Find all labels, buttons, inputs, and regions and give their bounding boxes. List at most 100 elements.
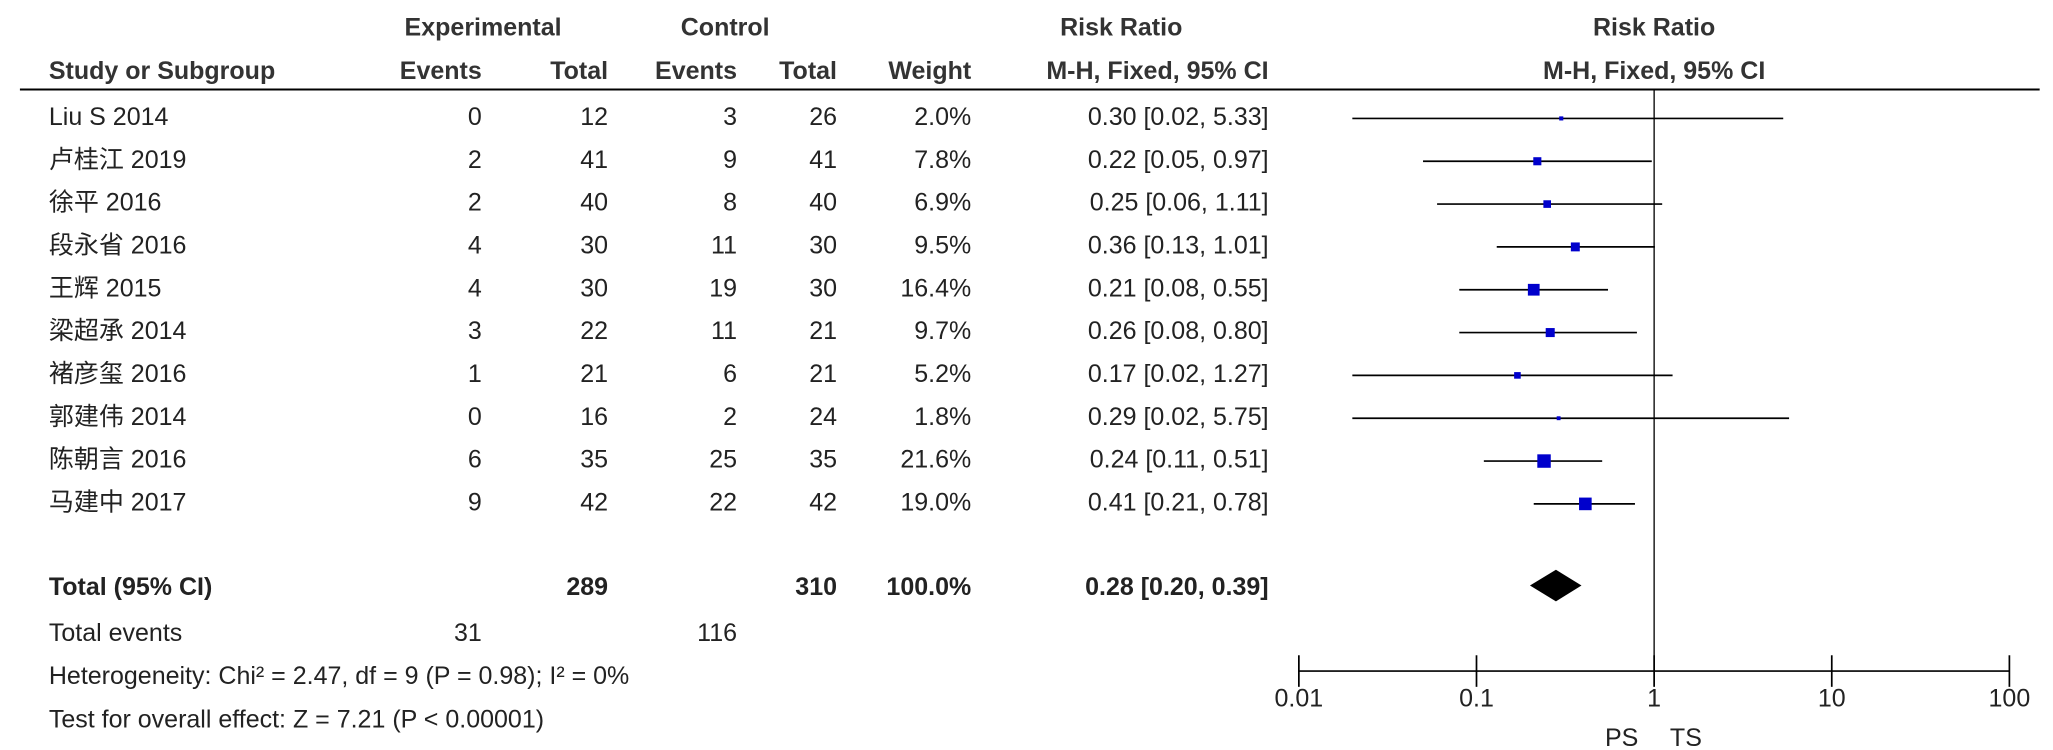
header: M-H, Fixed, 95% CI	[1543, 57, 1765, 85]
study-name: 马建中 2017	[49, 488, 187, 516]
cell: 21	[809, 317, 837, 345]
cell: 30	[580, 274, 608, 302]
study-name: 卢桂江 2019	[49, 146, 187, 174]
header: Total	[550, 57, 608, 85]
x-tick-label: 0.1	[1459, 685, 1494, 713]
cell: 9	[468, 488, 482, 516]
x-tick-label: 10	[1818, 685, 1846, 713]
cell: 6	[468, 446, 482, 474]
cell: 289	[566, 573, 608, 601]
ci: 0.26 [0.08, 0.80]	[1088, 317, 1269, 345]
cell: 9	[723, 146, 737, 174]
ci: 0.25 [0.06, 1.11]	[1090, 189, 1269, 217]
header: Risk Ratio	[1593, 14, 1715, 42]
weight: 1.8%	[914, 403, 971, 431]
x-tick-label: 1	[1647, 685, 1661, 713]
cell: 4	[468, 232, 482, 260]
ci: 0.24 [0.11, 0.51]	[1090, 446, 1269, 474]
study-name: 陈朝言 2016	[49, 446, 187, 474]
cell: 41	[580, 146, 608, 174]
cell: 12	[580, 103, 608, 131]
ci: 0.28 [0.20, 0.39]	[1085, 573, 1268, 601]
total-name: Total (95% CI)	[49, 573, 212, 601]
weight: 9.7%	[914, 317, 971, 345]
cell: 3	[468, 317, 482, 345]
study-square	[1579, 497, 1592, 511]
weight: 100.0%	[886, 573, 971, 601]
cell: 21	[580, 360, 608, 388]
total-events-label: Total events	[49, 619, 182, 647]
ci: 0.22 [0.05, 0.97]	[1088, 146, 1269, 174]
x-tick-label: 100	[1989, 685, 2031, 713]
ci: 0.41 [0.21, 0.78]	[1088, 488, 1269, 516]
header: Control	[681, 14, 770, 42]
weight: 6.9%	[914, 189, 971, 217]
study-name: 段永省 2016	[49, 232, 187, 260]
total-events: 116	[697, 619, 737, 647]
study-square	[1543, 200, 1551, 208]
weight: 19.0%	[900, 488, 971, 516]
weight: 16.4%	[900, 274, 971, 302]
cell: 1	[468, 360, 482, 388]
cell: 0	[468, 103, 482, 131]
heterogeneity: Heterogeneity: Chi² = 2.47, df = 9 (P = …	[49, 662, 629, 690]
study-name: 徐平 2016	[49, 189, 162, 217]
header: Risk Ratio	[1060, 14, 1182, 42]
cell: 41	[809, 146, 837, 174]
cell: 11	[711, 317, 737, 345]
cell: 8	[723, 189, 737, 217]
cell: 4	[468, 274, 482, 302]
cell: 22	[709, 488, 737, 516]
ci: 0.29 [0.02, 5.75]	[1088, 403, 1269, 431]
ci: 0.30 [0.02, 5.33]	[1088, 103, 1269, 131]
cell: 25	[709, 446, 737, 474]
study-square	[1527, 283, 1540, 296]
header: Total	[779, 57, 837, 85]
header: Experimental	[405, 14, 562, 42]
cell: 11	[711, 232, 737, 260]
header: Events	[400, 57, 482, 85]
total-diamond	[1529, 569, 1582, 602]
cell: 30	[580, 232, 608, 260]
study-name: 郭建伟 2014	[49, 403, 187, 431]
cell: 310	[795, 573, 837, 601]
cell: 40	[809, 189, 837, 217]
cell: 42	[809, 488, 837, 516]
cell: 35	[809, 446, 837, 474]
study-square	[1533, 157, 1542, 166]
ci: 0.36 [0.13, 1.01]	[1088, 232, 1269, 260]
cell: 2	[468, 146, 482, 174]
overall-effect: Test for overall effect: Z = 7.21 (P < 0…	[49, 706, 544, 734]
cell: 35	[580, 446, 608, 474]
study-square	[1556, 416, 1561, 421]
study-square	[1545, 328, 1555, 338]
header: Weight	[888, 57, 972, 85]
weight: 21.6%	[900, 446, 971, 474]
cell: 2	[468, 189, 482, 217]
study-square	[1570, 242, 1580, 252]
ci: 0.21 [0.08, 0.55]	[1088, 274, 1269, 302]
cell: 21	[809, 360, 837, 388]
cell: 19	[709, 274, 737, 302]
cell: 30	[809, 232, 837, 260]
weight: 7.8%	[914, 146, 971, 174]
cell: 40	[580, 189, 608, 217]
study-square	[1537, 454, 1551, 468]
weight: 5.2%	[914, 360, 971, 388]
x-tick-label: 0.01	[1275, 685, 1324, 713]
cell: 42	[580, 488, 608, 516]
cell: 2	[723, 403, 737, 431]
study-name: 王辉 2015	[49, 274, 162, 302]
cell: 30	[809, 274, 837, 302]
weight: 9.5%	[914, 232, 971, 260]
total-events: 31	[454, 619, 482, 647]
cell: 0	[468, 403, 482, 431]
cell: 24	[809, 403, 837, 431]
cell: 3	[723, 103, 737, 131]
cell: 26	[809, 103, 837, 131]
study-square	[1559, 116, 1564, 121]
study-square	[1514, 372, 1521, 379]
header: Events	[655, 57, 737, 85]
study-name: Liu S 2014	[49, 103, 169, 131]
